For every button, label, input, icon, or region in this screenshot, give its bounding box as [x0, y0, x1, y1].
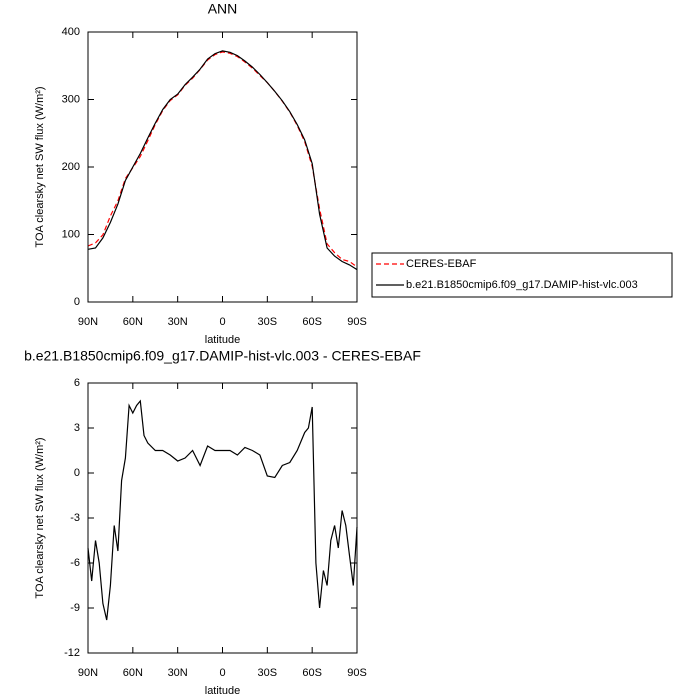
- legend-label: CERES-EBAF: [406, 258, 477, 270]
- x-tick-label: 0: [219, 316, 225, 328]
- x-tick-label: 0: [219, 667, 225, 679]
- y-tick-label: 400: [62, 26, 80, 38]
- x-tick-label: 30N: [168, 316, 188, 328]
- y-tick-label: 100: [62, 228, 80, 240]
- x-tick-label: 30S: [258, 316, 278, 328]
- x-tick-label: 60S: [302, 316, 322, 328]
- y-tick-label: 300: [62, 93, 80, 105]
- y-tick-label: -9: [70, 602, 80, 614]
- x-tick-label: 60N: [123, 316, 143, 328]
- x-tick-label: 90S: [347, 667, 367, 679]
- legend-label: b.e21.B1850cmip6.f09_g17.DAMIP-hist-vlc.…: [406, 279, 638, 291]
- y-tick-label: -6: [70, 557, 80, 569]
- y-axis-label: TOA clearsky net SW flux (W/m²): [34, 437, 46, 598]
- x-axis-label: latitude: [205, 334, 240, 346]
- x-tick-label: 60S: [302, 667, 322, 679]
- data-line: [87, 50, 358, 271]
- y-tick-label: 6: [74, 377, 80, 389]
- y-tick-label: -12: [64, 647, 80, 659]
- x-tick-label: 60N: [123, 667, 143, 679]
- x-tick-label: 90S: [347, 316, 367, 328]
- legend-box: [371, 252, 673, 298]
- plot-frame: [87, 382, 358, 654]
- x-axis-label: latitude: [205, 685, 240, 697]
- chart-title: b.e21.B1850cmip6.f09_g17.DAMIP-hist-vlc.…: [24, 348, 421, 364]
- y-tick-label: -3: [70, 512, 80, 524]
- x-tick-label: 30N: [168, 667, 188, 679]
- data-line: [87, 51, 358, 268]
- y-tick-label: 200: [62, 161, 80, 173]
- y-tick-label: 3: [74, 422, 80, 434]
- y-tick-label: 0: [74, 296, 80, 308]
- y-axis-label: TOA clearsky net SW flux (W/m²): [34, 86, 46, 247]
- x-tick-label: 30S: [258, 667, 278, 679]
- x-tick-label: 90N: [78, 316, 98, 328]
- x-tick-label: 90N: [78, 667, 98, 679]
- chart-title: ANN: [208, 1, 238, 17]
- plot-frame: [87, 31, 358, 303]
- y-tick-label: 0: [74, 467, 80, 479]
- data-line: [87, 399, 358, 621]
